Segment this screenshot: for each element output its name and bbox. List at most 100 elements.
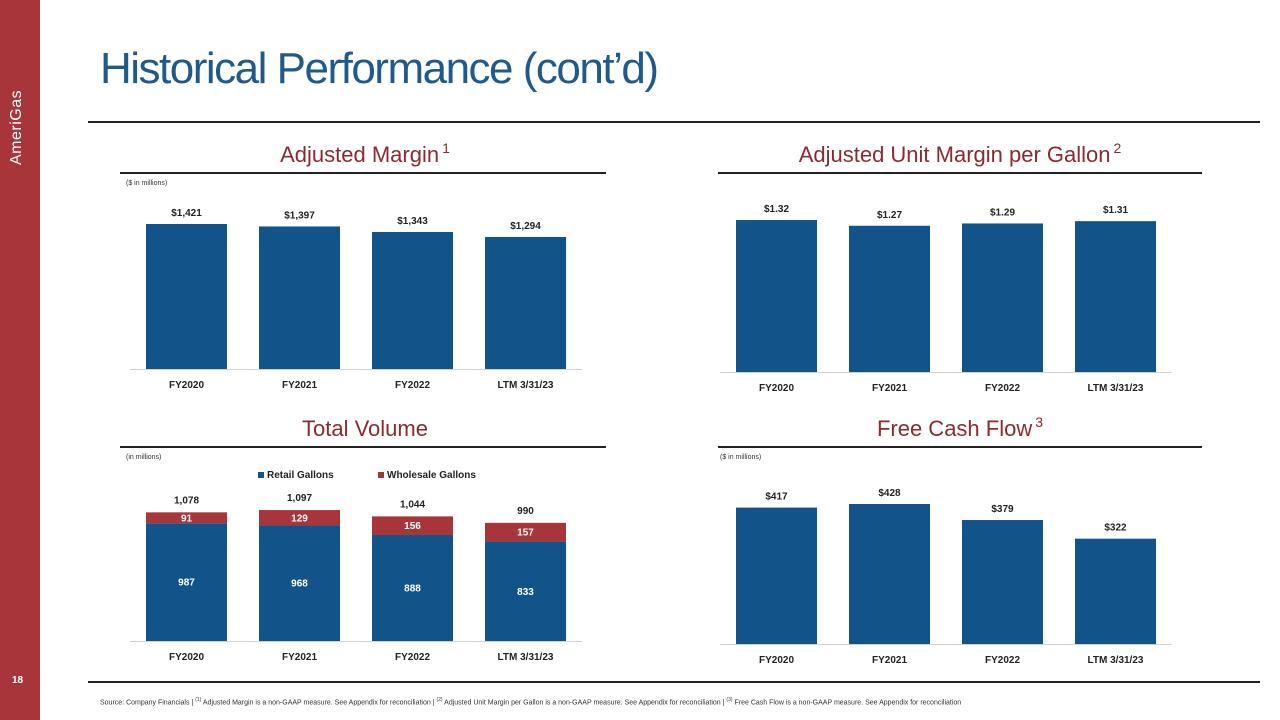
unit-margin-chart: $1.32 FY2020 $1.27 FY2021 $1.29 FY2022 $1.31 LT…	[720, 204, 1172, 394]
source-footnote: Source: Company Financials | (1) Adjuste…	[100, 697, 961, 706]
x-tick-label: FY2020	[169, 380, 204, 391]
bar	[1075, 221, 1156, 372]
data-label: $379	[991, 504, 1014, 515]
data-label: $1.32	[764, 204, 789, 215]
total-volume-title-text: Total Volume	[302, 416, 428, 441]
segment-label: 968	[291, 579, 308, 590]
x-tick-label: FY2022	[985, 655, 1020, 666]
footnote-ref: 2	[1113, 140, 1122, 156]
total-label: 1,078	[174, 495, 199, 506]
x-tick-label: FY2022	[395, 652, 430, 663]
data-label: $1.27	[877, 210, 902, 221]
bar-wholesale	[259, 510, 340, 526]
bar-wholesale	[146, 512, 227, 524]
footnote-adjusted-margin: Adjusted Margin is a non-GAAP measure. S…	[201, 699, 437, 707]
bar	[736, 220, 817, 372]
segment-label: 156	[404, 521, 421, 532]
adjusted-margin-title-text: Adjusted Margin	[280, 142, 440, 167]
segment-label: 987	[178, 578, 195, 589]
x-tick-label: FY2021	[282, 652, 317, 663]
data-label: $1,343	[397, 216, 428, 227]
total-volume-unit-note: (in millions)	[126, 454, 162, 461]
segment-label: 157	[517, 528, 534, 539]
x-tick-label: FY2021	[282, 380, 317, 391]
total-volume-title: Total Volume	[120, 416, 610, 442]
unit-margin-title-text: Adjusted Unit Margin per Gallon	[798, 142, 1111, 167]
footnote-ref: 1	[442, 140, 450, 156]
free-cash-flow-chart: $417 FY2020 $428 FY2021 $379 FY2022 $322 LTM 3/…	[720, 488, 1172, 666]
x-tick-label: LTM 3/31/23	[1088, 655, 1144, 666]
segment-label: 833	[517, 587, 534, 598]
free-cash-flow-title-text: Free Cash Flow	[876, 416, 1033, 441]
segment-label: 888	[404, 584, 421, 595]
total-label: 1,044	[400, 499, 425, 510]
sidebar	[0, 0, 40, 720]
adjusted-margin-chart: $1,421 FY2020 $1,397 FY2021 $1,343 FY2022 $1,2…	[130, 208, 582, 391]
bar	[372, 231, 453, 369]
x-tick-label: LTM 3/31/23	[498, 652, 554, 663]
segment-label: 91	[181, 513, 193, 524]
footnote-unit-margin: Adjusted Unit Margin per Gallon is a non…	[442, 699, 727, 707]
bar-wholesale	[485, 522, 566, 542]
bar-wholesale	[372, 516, 453, 536]
footnote-ref: 3	[1035, 414, 1044, 430]
footnote-source: Source: Company Financials |	[100, 699, 196, 707]
bar-retail	[146, 523, 227, 641]
footnote-marker-3: (3)	[726, 697, 733, 703]
page-title: Historical Performance (cont’d)	[100, 44, 659, 93]
x-tick-label: FY2022	[985, 383, 1020, 394]
footnote-marker-2: (2)	[436, 697, 443, 703]
data-label: $1,397	[284, 210, 315, 221]
free-cash-flow-divider	[718, 446, 1202, 448]
total-volume-divider	[120, 446, 606, 448]
data-label: $1,294	[510, 221, 541, 232]
x-tick-label: LTM 3/31/23	[1088, 383, 1144, 394]
segment-label: 129	[291, 513, 308, 524]
footer-divider	[88, 681, 1260, 683]
bar	[1075, 538, 1156, 644]
total-label: 990	[517, 506, 534, 517]
brand-logo: AmeriGas	[8, 89, 25, 165]
legend-swatch	[378, 472, 384, 478]
data-label: $428	[878, 488, 901, 499]
title-divider	[88, 121, 1260, 123]
x-tick-label: FY2021	[872, 655, 907, 666]
bar	[962, 520, 1043, 644]
bar	[146, 224, 227, 369]
x-tick-label: FY2022	[395, 380, 430, 391]
x-tick-label: LTM 3/31/23	[498, 380, 554, 391]
data-label: $1.29	[990, 207, 1015, 218]
bar	[849, 225, 930, 372]
legend-label: Retail Gallons	[267, 470, 334, 481]
x-tick-label: FY2020	[169, 652, 204, 663]
adjusted-margin-title: Adjusted Margin 1	[120, 140, 610, 168]
x-tick-label: FY2021	[872, 383, 907, 394]
adjusted-margin-unit-note: ($ in millions)	[126, 180, 168, 187]
data-label: $417	[765, 492, 788, 503]
unit-margin-divider	[718, 172, 1202, 174]
unit-margin-title: Adjusted Unit Margin per Gallon 2	[715, 140, 1205, 168]
bar	[485, 236, 566, 369]
x-tick-label: FY2020	[759, 655, 794, 666]
data-label: $322	[1104, 523, 1127, 534]
bar-retail	[372, 535, 453, 641]
adjusted-margin-divider	[120, 172, 606, 174]
bar	[849, 504, 930, 644]
bar	[736, 507, 817, 644]
footnote-marker-1: (1)	[195, 697, 202, 703]
bar	[259, 226, 340, 369]
total-volume-chart: 987 91 1,078 FY2020 968 129 1,097 FY2021 888 156 1…	[130, 470, 582, 663]
footnote-free-cash-flow: Free Cash Flow is a non-GAAP measure. Se…	[732, 699, 962, 707]
data-label: $1.31	[1103, 205, 1128, 216]
bar-retail	[259, 525, 340, 641]
free-cash-flow-unit-note: ($ in millions)	[720, 454, 762, 461]
data-label: $1,421	[171, 208, 202, 219]
bar	[962, 223, 1043, 372]
page-number: 18	[12, 675, 24, 686]
free-cash-flow-title: Free Cash Flow 3	[715, 414, 1205, 442]
total-label: 1,097	[287, 493, 312, 504]
legend-swatch	[258, 472, 264, 478]
x-tick-label: FY2020	[759, 383, 794, 394]
legend-label: Wholesale Gallons	[387, 470, 476, 481]
bar-retail	[485, 541, 566, 641]
